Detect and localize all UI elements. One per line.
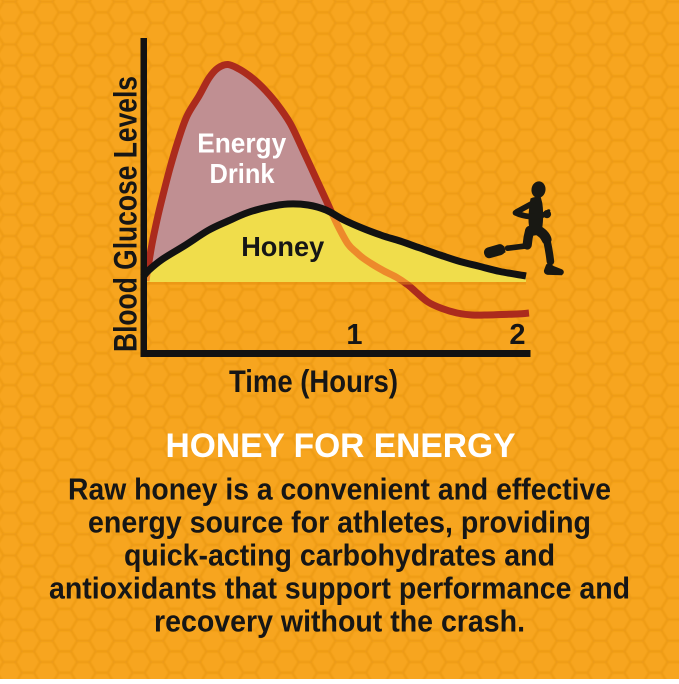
svg-text:quick-acting carbohydrates and: quick-acting carbohydrates and — [124, 538, 555, 573]
svg-text:Energy: Energy — [197, 128, 286, 159]
svg-text:Honey: Honey — [241, 231, 324, 262]
svg-text:Time (Hours): Time (Hours) — [229, 363, 398, 399]
svg-text:Blood Glucose Levels: Blood Glucose Levels — [108, 76, 144, 352]
svg-text:Drink: Drink — [210, 158, 275, 189]
svg-text:Raw honey is a convenient and: Raw honey is a convenient and effective — [68, 472, 611, 507]
svg-text:2: 2 — [509, 319, 525, 351]
svg-text:HONEY FOR ENERGY: HONEY FOR ENERGY — [166, 427, 516, 465]
svg-text:energy source for athletes, pr: energy source for athletes, providing — [88, 505, 591, 540]
svg-text:recovery without the crash.: recovery without the crash. — [154, 604, 525, 639]
svg-text:antioxidants that support perf: antioxidants that support performance an… — [49, 571, 630, 606]
svg-text:1: 1 — [346, 319, 362, 351]
